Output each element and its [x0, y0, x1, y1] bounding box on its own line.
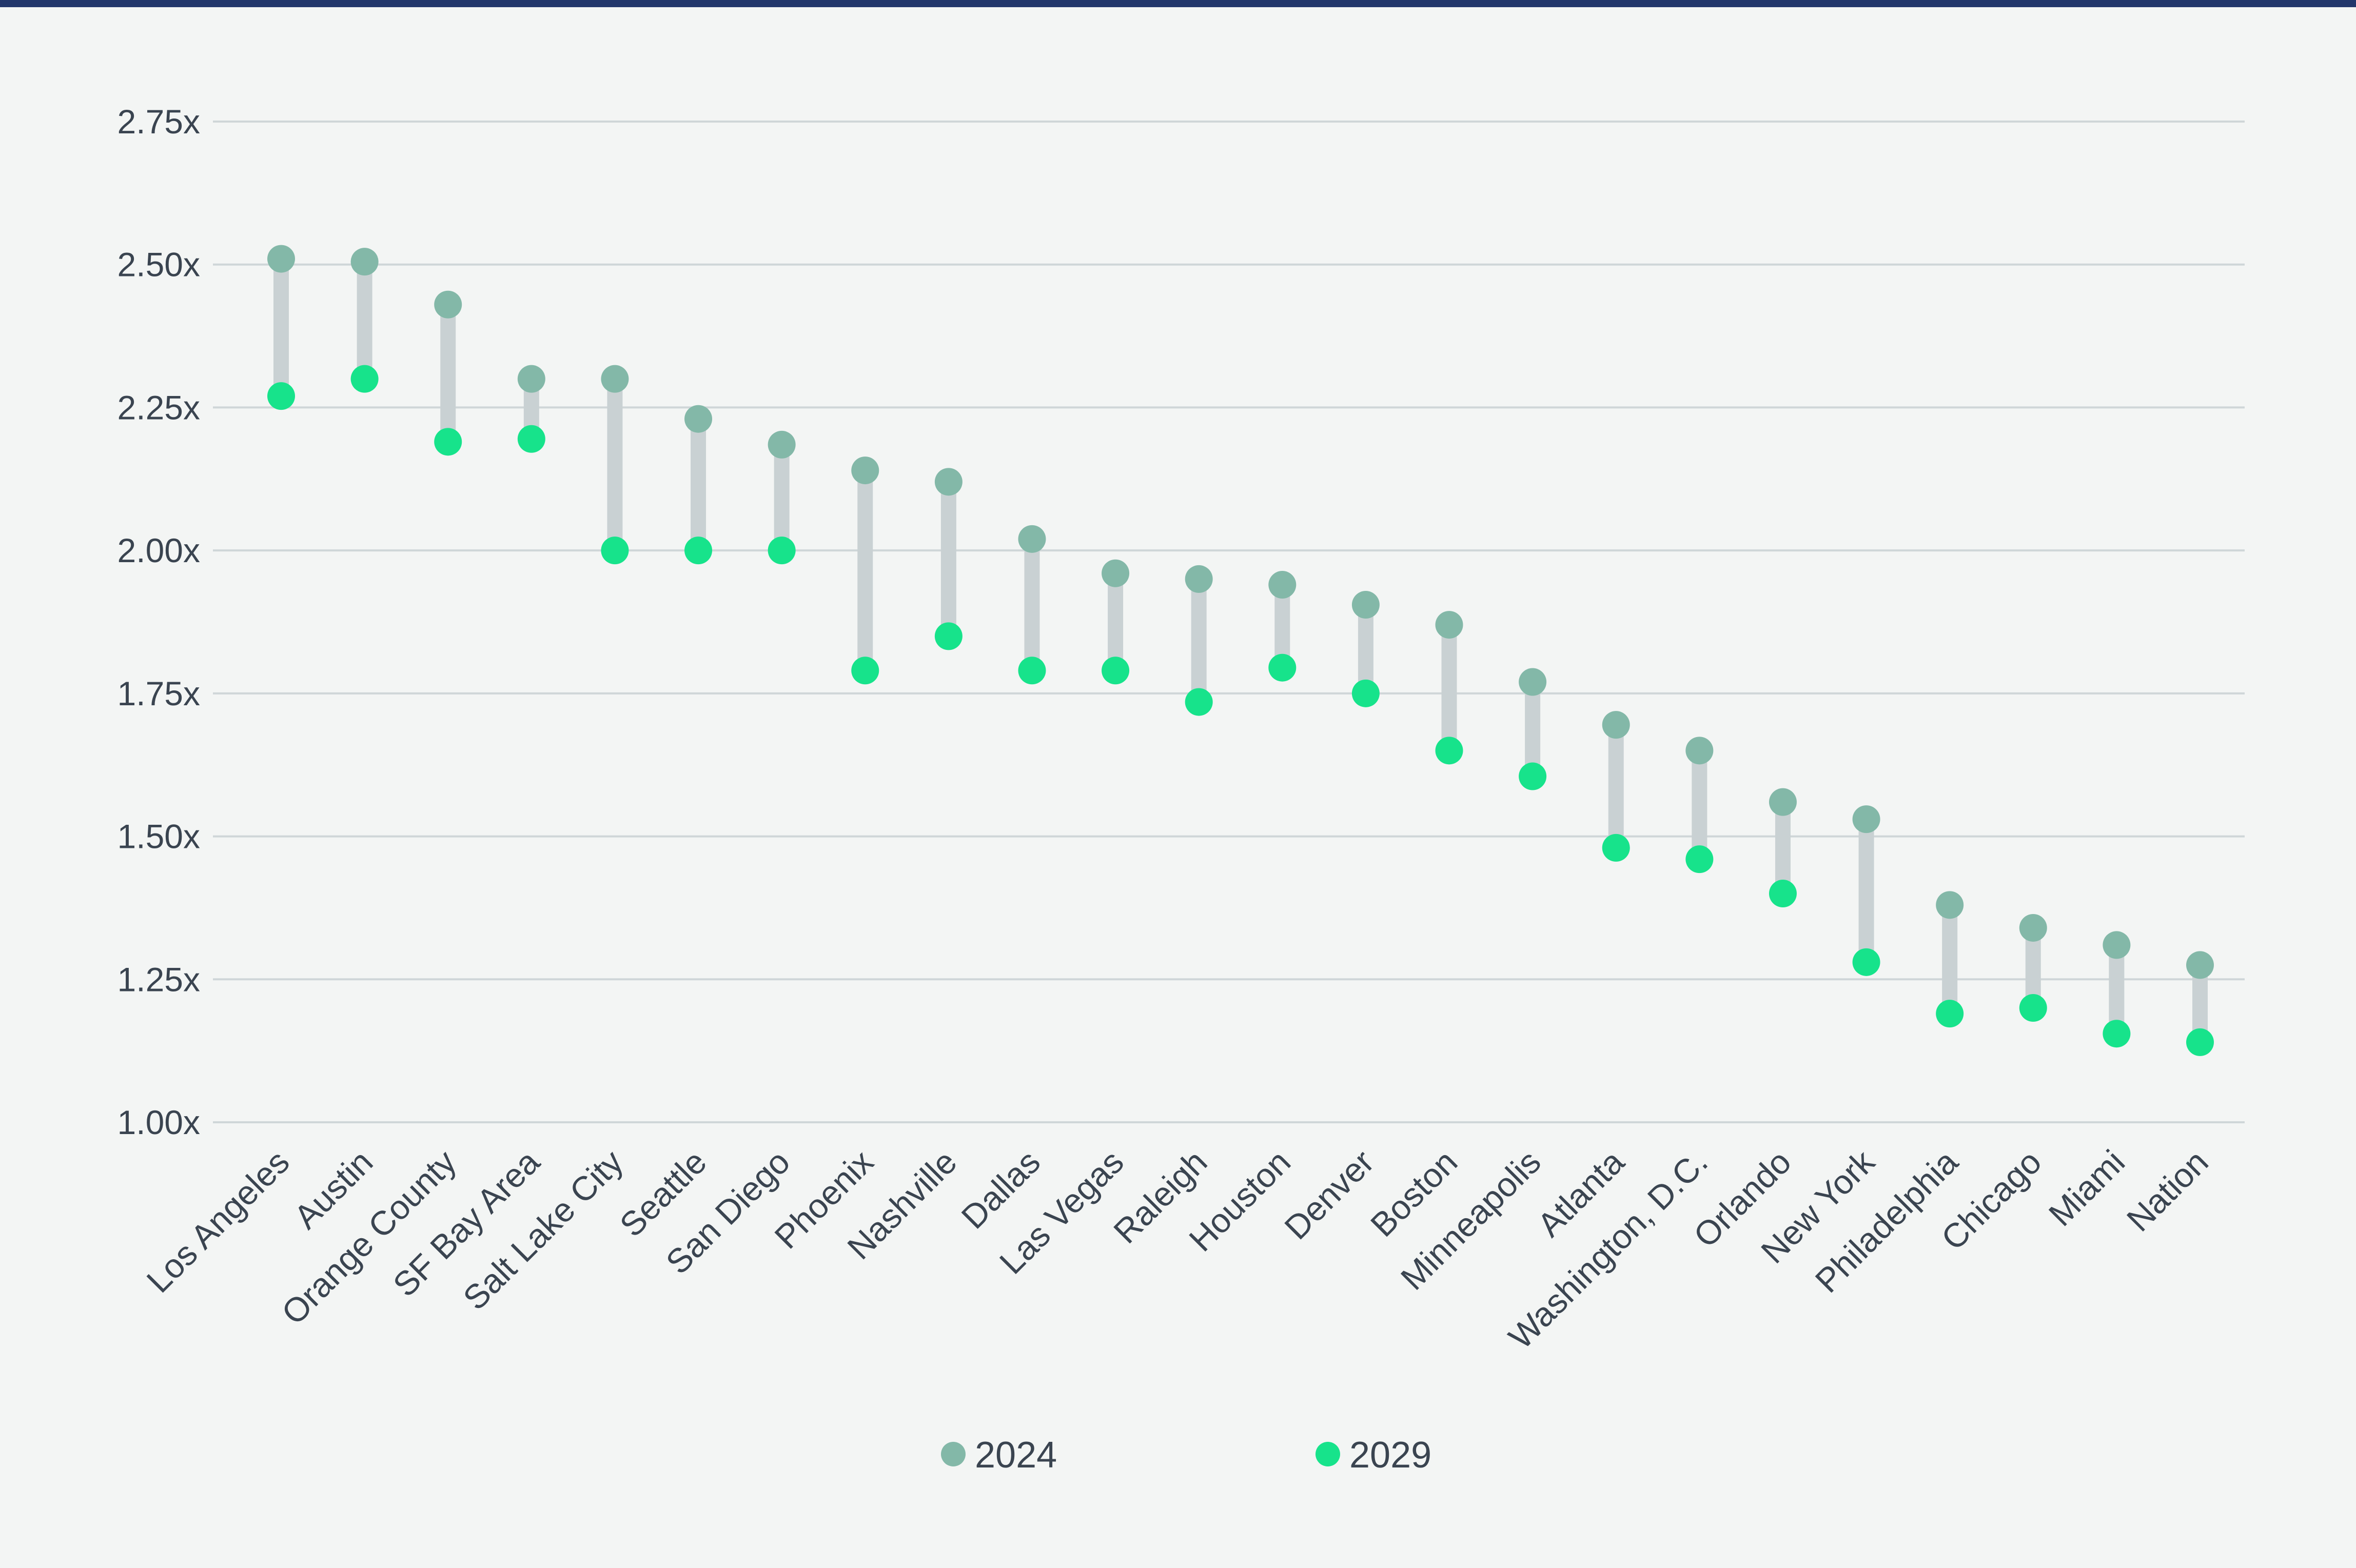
- connector-bar: [1858, 819, 1874, 962]
- point-2029: [1936, 1000, 1964, 1028]
- point-2029: [2019, 994, 2047, 1022]
- grid-lines: [213, 121, 2245, 1123]
- connector-bar: [1775, 802, 1791, 894]
- connector-bar: [857, 470, 873, 671]
- legend-marker-2029: [1316, 1442, 1340, 1466]
- legend-label-2024: 2024: [975, 1435, 1057, 1476]
- legend-marker-2024: [941, 1442, 966, 1466]
- point-2024: [1685, 737, 1714, 765]
- category-label: Nation: [2119, 1143, 2215, 1239]
- point-2024: [1351, 591, 1380, 619]
- category-label: Miami: [2041, 1143, 2132, 1234]
- point-2029: [851, 657, 879, 685]
- point-2029: [1102, 657, 1130, 685]
- point-2029: [1185, 688, 1213, 716]
- point-2029: [934, 622, 963, 650]
- point-2029: [267, 382, 295, 410]
- point-2024: [1185, 565, 1213, 593]
- connector-bar: [691, 419, 706, 551]
- point-2024: [1268, 571, 1297, 599]
- connector-bar: [1441, 625, 1457, 751]
- y-tick-label: 2.00x: [117, 531, 200, 569]
- y-tick-label: 1.00x: [117, 1103, 200, 1141]
- point-2024: [768, 430, 796, 459]
- point-2024: [1435, 611, 1463, 639]
- category-label: Los Angeles: [139, 1143, 297, 1300]
- y-tick-label: 2.25x: [117, 388, 200, 426]
- connectors: [273, 259, 2208, 1042]
- top-accent-bar: [0, 0, 2356, 7]
- connector-bar: [940, 482, 956, 637]
- connector-bar: [1358, 605, 1373, 693]
- point-2029: [768, 537, 796, 565]
- point-2024: [1769, 788, 1797, 816]
- connector-bar: [1191, 579, 1207, 702]
- connector-bar: [1108, 573, 1124, 671]
- point-2024: [1936, 891, 1964, 919]
- point-2024: [601, 365, 629, 393]
- connector-bar: [1525, 682, 1541, 777]
- connector-bar: [607, 379, 623, 551]
- y-axis-tick-labels: 1.00x 1.25x 1.50x 1.75x 2.00x 2.25x 2.50x 2.75x: [117, 103, 200, 1141]
- point-2029: [1268, 653, 1297, 682]
- point-2029: [1435, 737, 1463, 765]
- point-2029: [1685, 845, 1714, 874]
- point-2029: [2186, 1028, 2214, 1056]
- connector-bar: [1608, 725, 1624, 848]
- connector-bar: [357, 262, 372, 379]
- point-2029: [2103, 1020, 2131, 1048]
- connector-bar: [273, 259, 289, 396]
- connector-bar: [1024, 539, 1040, 671]
- point-2029: [1519, 762, 1547, 790]
- point-2029: [1852, 948, 1880, 976]
- point-2024: [851, 456, 879, 485]
- point-2029: [1769, 880, 1797, 908]
- connector-bar: [2109, 945, 2125, 1034]
- point-2029: [1602, 833, 1630, 862]
- point-2029: [350, 365, 379, 393]
- connector-bar: [1692, 750, 1707, 860]
- point-2024: [2019, 914, 2047, 942]
- point-2024: [350, 248, 379, 276]
- point-2024: [1018, 525, 1046, 553]
- point-2024: [1519, 668, 1547, 696]
- point-2029: [1018, 657, 1046, 685]
- connector-bar: [774, 444, 790, 551]
- point-2029: [684, 537, 713, 565]
- point-2029: [1351, 679, 1380, 707]
- data-points: [267, 245, 2214, 1056]
- connector-bar: [1942, 905, 1958, 1014]
- point-2029: [517, 425, 545, 453]
- point-2024: [934, 468, 963, 496]
- point-2029: [601, 537, 629, 565]
- legend: 2024 2029: [941, 1435, 1431, 1476]
- point-2024: [2186, 951, 2214, 979]
- point-2024: [2103, 931, 2131, 959]
- point-2024: [684, 405, 713, 433]
- y-tick-label: 1.75x: [117, 674, 200, 712]
- y-tick-label: 1.50x: [117, 818, 200, 856]
- point-2024: [517, 365, 545, 393]
- y-tick-label: 2.75x: [117, 103, 200, 141]
- connector-bar: [440, 304, 456, 442]
- category-label: Denver: [1277, 1143, 1381, 1247]
- point-2024: [1852, 805, 1880, 833]
- point-2029: [434, 428, 462, 456]
- point-2024: [1602, 711, 1630, 739]
- point-2024: [434, 290, 462, 319]
- point-2024: [267, 245, 295, 273]
- point-2024: [1102, 559, 1130, 587]
- y-tick-label: 2.50x: [117, 246, 200, 284]
- y-tick-label: 1.25x: [117, 960, 200, 998]
- legend-label-2029: 2029: [1349, 1435, 1431, 1476]
